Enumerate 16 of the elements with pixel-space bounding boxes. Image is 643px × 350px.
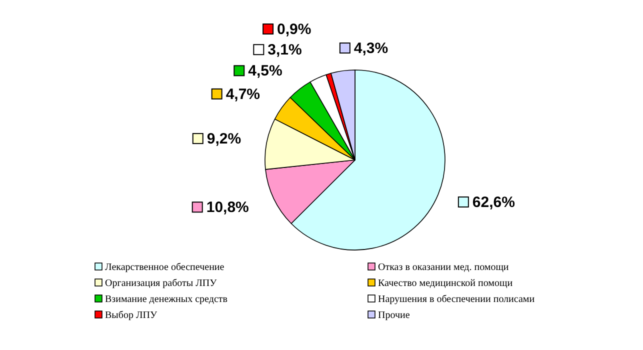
data-label: 10,8% — [206, 199, 249, 216]
legend-label: Отказ в оказании мед. помощи — [378, 262, 510, 273]
data-label: 4,5% — [248, 62, 282, 80]
legend-label: Организация работы ЛПУ — [105, 278, 218, 289]
data-label: 3,1% — [268, 42, 302, 59]
data-label: 4,7% — [226, 86, 260, 103]
legend-label: Качество медицинской помощи — [378, 278, 514, 289]
data-label: 62,6% — [472, 194, 515, 211]
data-label: 0,9% — [277, 21, 312, 38]
legend-label: Выбор ЛПУ — [105, 310, 158, 321]
legend-label: Нарушения в обеспечении полисами — [378, 294, 536, 305]
legend-label: Лекарственное обеспечение — [105, 262, 225, 273]
data-label: 4,3% — [354, 40, 388, 58]
legend-label: Прочие — [378, 310, 410, 321]
legend-label: Взимание денежных средств — [105, 294, 228, 305]
data-label: 9,2% — [206, 130, 242, 148]
